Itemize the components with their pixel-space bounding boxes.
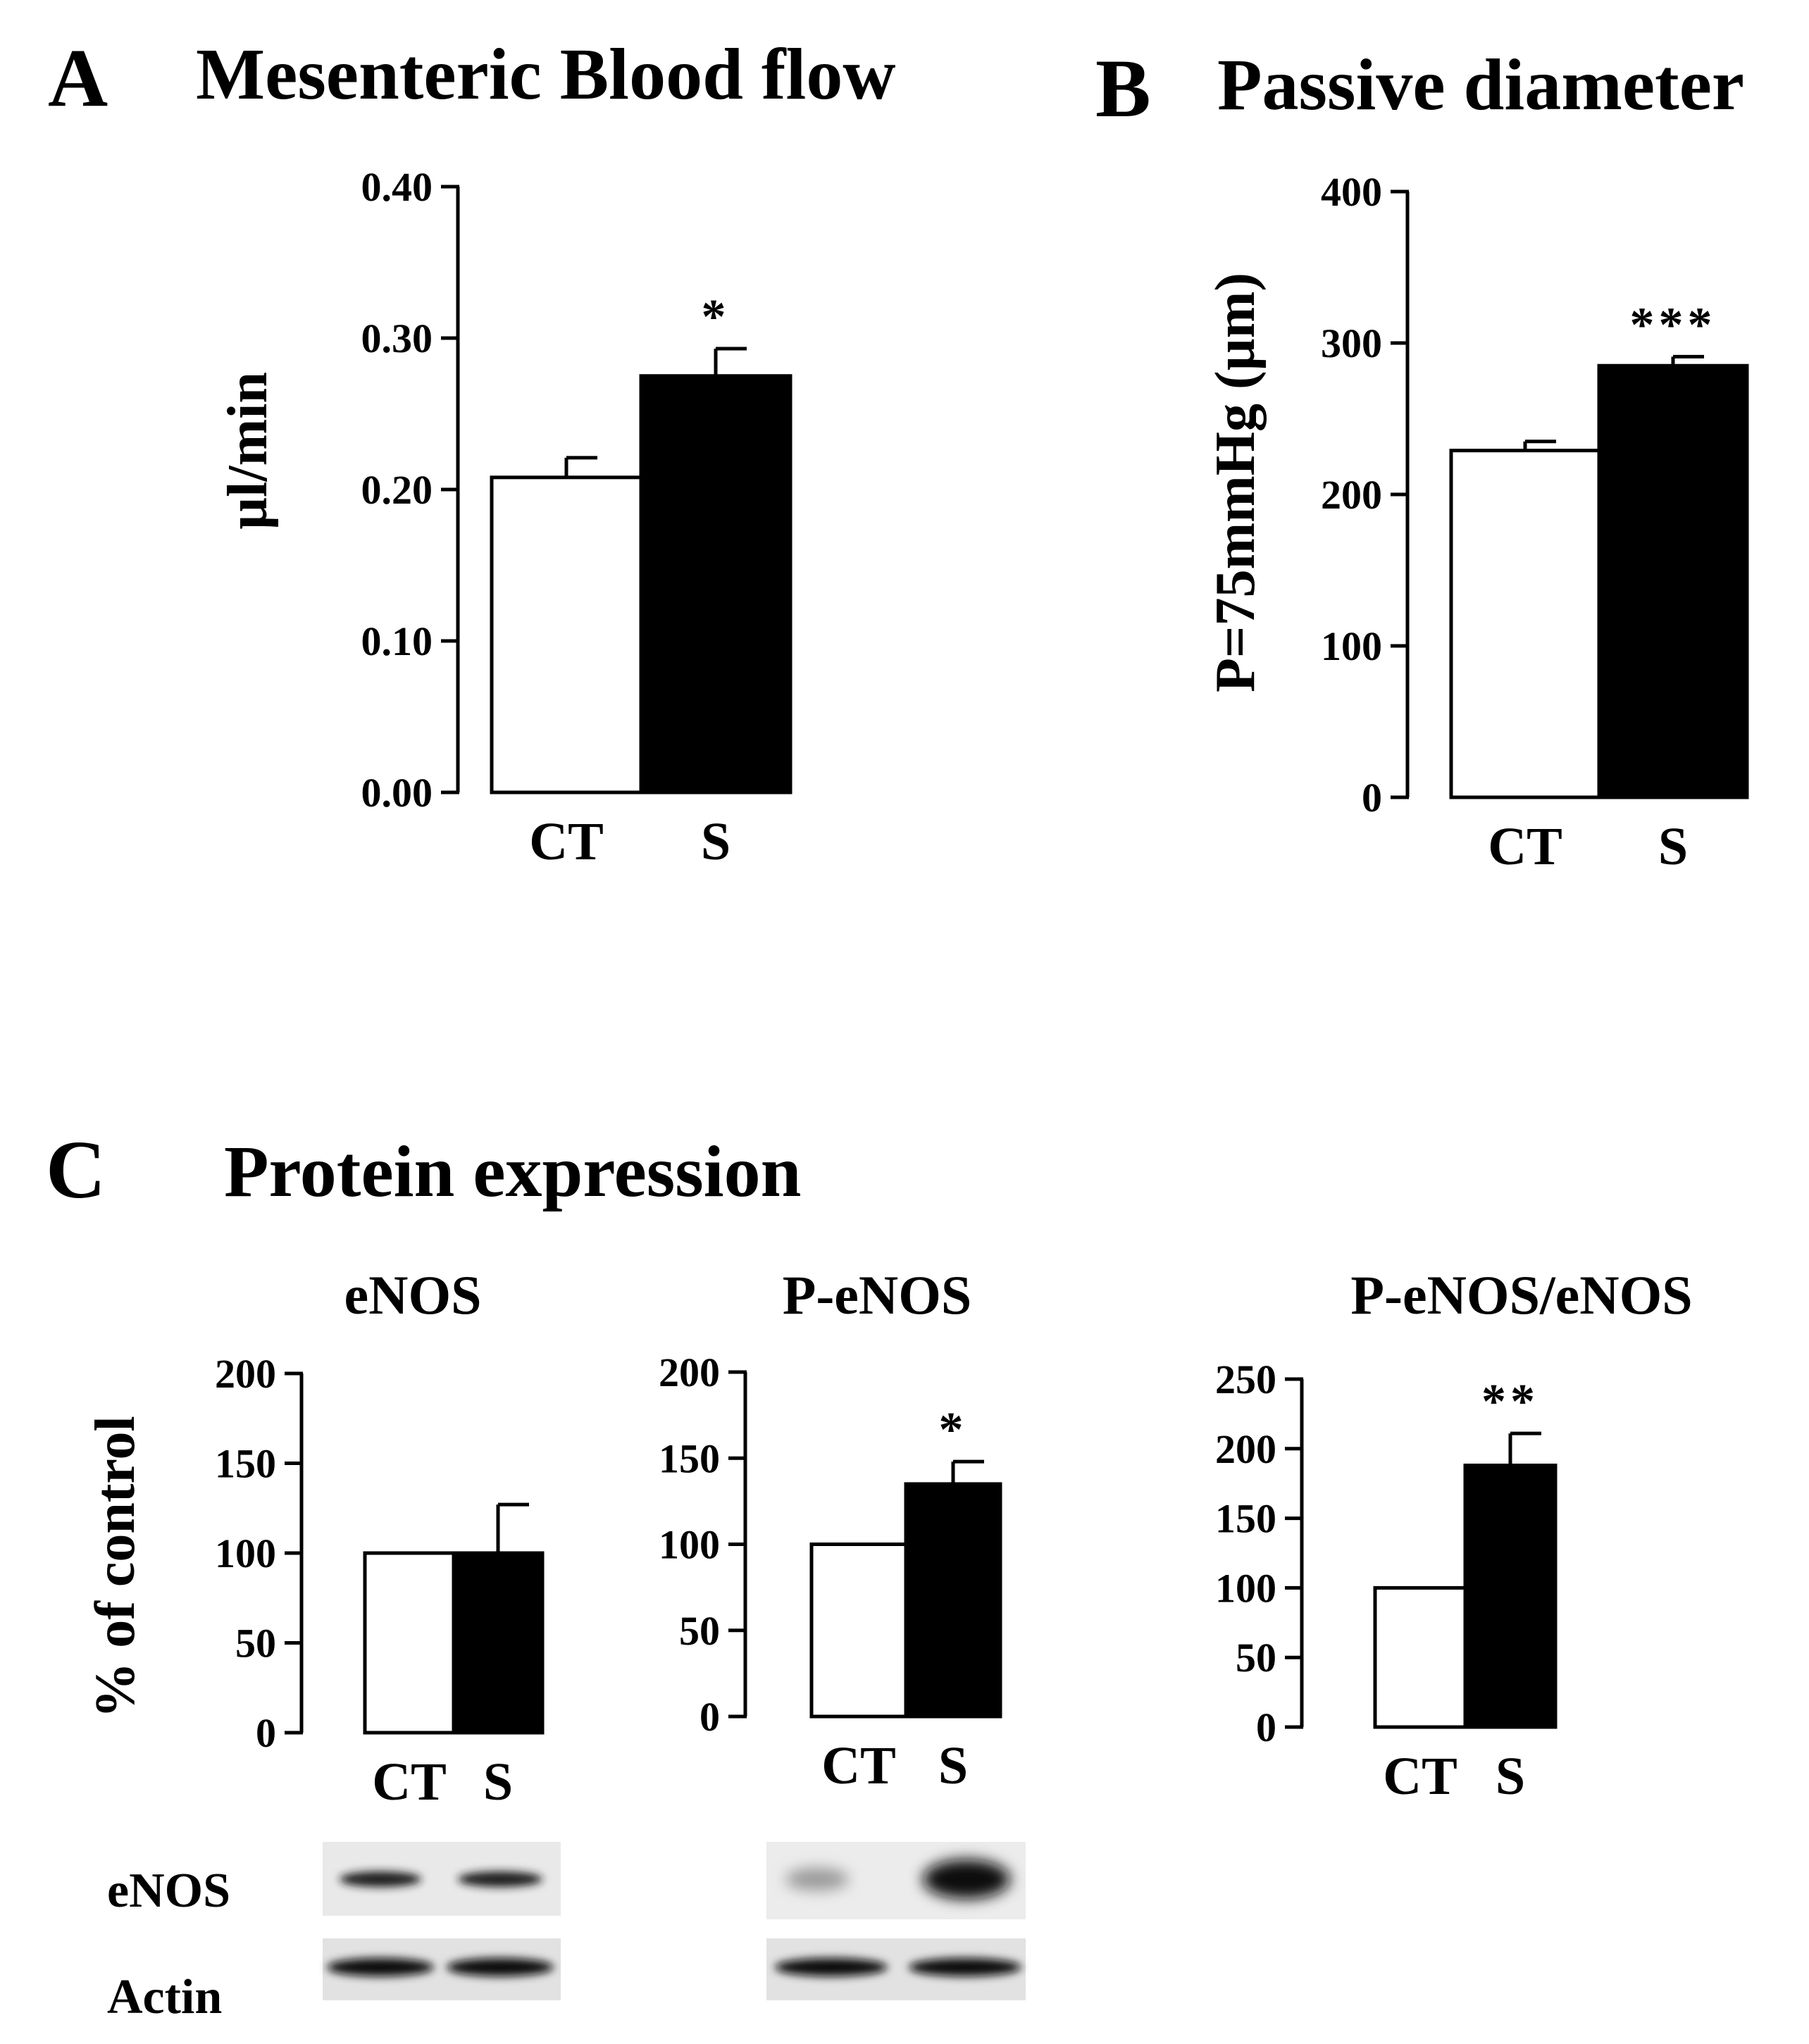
y-tick-label-a: 0.30	[361, 316, 433, 361]
error-bar-a-ct	[564, 456, 597, 478]
y-tick-label-c3: 250	[1215, 1357, 1276, 1402]
y-tick-label-c3: 200	[1215, 1426, 1276, 1472]
bar-b-s	[1597, 363, 1749, 799]
blot-actin-right	[766, 1938, 1026, 2000]
y-tick-label-c3: 50	[1236, 1635, 1276, 1681]
chart-c1-title: eNOS	[344, 1264, 482, 1326]
bar-c2-s	[904, 1482, 1002, 1719]
bar-b-ct	[1449, 449, 1601, 799]
y-tick-label-a: 0.10	[361, 618, 433, 664]
y-tick-label-c1: 150	[215, 1441, 276, 1487]
category-label-c3-s: S	[1496, 1747, 1525, 1806]
y-tick-label-c2: 50	[679, 1608, 720, 1654]
category-label-b-s: S	[1658, 817, 1688, 876]
category-label-c2-s: S	[938, 1736, 968, 1795]
y-tick-label-b: 100	[1321, 623, 1382, 669]
significance-b: ***	[1630, 298, 1717, 352]
panel-b-title: Passive diameter	[1217, 44, 1744, 125]
bar-a-ct	[490, 475, 643, 794]
y-tick-label-c3: 0	[1256, 1705, 1276, 1750]
panel-a-letter: A	[48, 32, 108, 124]
chart-c2-title: P-eNOS	[783, 1264, 972, 1326]
chart-p-enos: P-eNOS 0 50 100 150 200 CT * S	[659, 1264, 1002, 1795]
error-bar-c2-s	[951, 1459, 984, 1484]
chart-enos: eNOS 0 50 100 150 200 CT S	[215, 1264, 545, 1812]
error-bar-c3-s	[1508, 1431, 1541, 1466]
panel-c-title: Protein expression	[224, 1131, 801, 1212]
y-tick-label-c2: 150	[659, 1435, 720, 1481]
blot-enos-upper	[323, 1842, 561, 1916]
y-tick-label-c1: 100	[215, 1531, 276, 1576]
panel-c-letter: C	[46, 1123, 106, 1216]
y-tick-label-c2: 200	[659, 1350, 720, 1395]
y-tick-label-c2: 100	[659, 1522, 720, 1568]
y-tick-label-c1: 0	[256, 1710, 276, 1756]
significance-c2: *	[939, 1403, 968, 1457]
panel-c-shared-ylabel: % of control	[85, 1416, 147, 1719]
y-tick-label-c1: 50	[235, 1621, 276, 1666]
y-tick-label-b: 200	[1321, 472, 1382, 518]
bar-c1-ct	[363, 1551, 456, 1735]
y-tick-label-b: 300	[1321, 320, 1382, 366]
significance-c3: **	[1481, 1375, 1539, 1429]
bar-c2-ct	[809, 1543, 908, 1719]
bar-c1-s	[452, 1551, 545, 1735]
chart-p-enos-ratio: P-eNOS/eNOS 0 50 100 150 200 250 CT ** S	[1215, 1264, 1693, 1806]
error-bar-b-ct	[1523, 440, 1556, 451]
error-bar-c1-s	[496, 1502, 529, 1553]
y-tick-label-b: 400	[1321, 169, 1382, 215]
y-tick-label-c2: 0	[700, 1694, 720, 1740]
bar-c3-ct	[1373, 1585, 1467, 1729]
y-tick-label-c1: 200	[215, 1351, 276, 1397]
error-bar-b-s	[1671, 354, 1704, 366]
category-label-c1-ct: CT	[372, 1752, 447, 1812]
category-label-a-ct: CT	[529, 812, 604, 871]
y-tick-label-a: 0.00	[361, 770, 433, 816]
y-tick-label-b: 0	[1362, 775, 1382, 821]
error-bar-a-s	[714, 347, 747, 376]
panel-a-title: Mesenteric Blood flow	[196, 34, 896, 115]
category-label-c2-ct: CT	[821, 1736, 896, 1795]
y-tick-label-c3: 100	[1215, 1565, 1276, 1611]
blot-label-enos: eNOS	[107, 1864, 230, 1918]
blot-p-enos-upper	[766, 1842, 1026, 1919]
blot-actin-left	[323, 1938, 561, 2000]
significance-a: *	[702, 290, 731, 344]
panel-b-letter: B	[1095, 42, 1151, 135]
category-label-c1-s: S	[483, 1752, 513, 1812]
bar-c3-s	[1463, 1464, 1558, 1729]
y-tick-label-a: 0.40	[361, 164, 433, 210]
chart-c3-title: P-eNOS/eNOS	[1350, 1264, 1692, 1326]
bar-a-s	[639, 374, 792, 794]
chart-passive-diameter: P=75mmHg (µm) 0 100 200 300 400 CT *** S	[1205, 169, 1749, 876]
chart-mesenteric-blood-flow: µl/min 0.00 0.10 0.20 0.30 0.40 CT * S	[217, 164, 792, 871]
blot-label-actin: Actin	[107, 1970, 222, 2024]
category-label-a-s: S	[701, 812, 731, 871]
y-axis-label-pressure-diameter: P=75mmHg (µm)	[1205, 273, 1267, 692]
category-label-c3-ct: CT	[1383, 1747, 1457, 1806]
y-tick-label-a: 0.20	[361, 467, 433, 513]
y-tick-label-c3: 150	[1215, 1496, 1276, 1542]
y-axis-label-ul-min: µl/min	[217, 372, 279, 530]
category-label-b-ct: CT	[1488, 817, 1562, 876]
